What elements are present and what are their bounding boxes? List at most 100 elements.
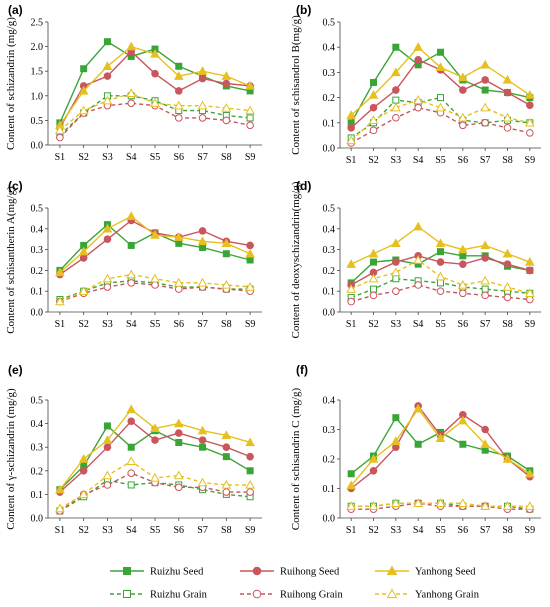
data-point (103, 38, 111, 46)
data-point (174, 429, 183, 437)
x-tick-label: S7 (197, 152, 208, 163)
data-point (414, 56, 422, 64)
data-point (481, 76, 489, 84)
data-point (502, 282, 513, 291)
x-tick-label: S6 (173, 152, 184, 163)
data-point (503, 88, 512, 97)
data-point (346, 480, 357, 490)
y-tick-label: 0.1 (323, 287, 336, 298)
y-axis-title: Content of schisantherin A(mg/g) (5, 186, 17, 334)
data-point (127, 469, 136, 477)
y-axis-title: Content of schisandrin C (mg/g) (290, 387, 302, 530)
panel-label: (c) (8, 179, 23, 193)
data-point (347, 297, 355, 306)
y-tick-label: 0.2 (31, 266, 44, 277)
data-point (414, 281, 422, 289)
legend-marker (386, 565, 398, 576)
y-tick-label: 0.0 (323, 144, 336, 155)
data-point (246, 241, 254, 250)
data-point (390, 436, 401, 445)
data-point (413, 254, 424, 264)
data-point (102, 470, 113, 480)
data-point (526, 129, 534, 137)
x-tick-label: S7 (480, 155, 491, 166)
data-point (126, 211, 137, 221)
data-point (246, 256, 254, 264)
data-point (173, 232, 184, 241)
data-point (370, 258, 377, 266)
legend-label: Ruizhu Seed (150, 567, 204, 578)
legend-item: Ruihong Grain (240, 590, 343, 601)
data-point (481, 254, 489, 262)
data-point (459, 260, 467, 268)
series-yanhong-grain (346, 95, 535, 145)
data-point (457, 72, 468, 82)
data-point (392, 258, 400, 266)
x-tick-label: S1 (346, 319, 357, 330)
data-point (435, 498, 446, 507)
data-point (392, 86, 400, 94)
data-point (173, 71, 184, 80)
panel-label: (a) (8, 3, 23, 17)
y-axis-title: Content of deoxyschizandrin(mg/g) (290, 181, 302, 338)
data-point (369, 126, 378, 135)
x-tick-label: S7 (480, 319, 491, 330)
data-point (457, 244, 468, 254)
x-tick-label: S3 (391, 155, 402, 166)
data-point (370, 285, 377, 293)
data-point (150, 273, 160, 283)
data-point (245, 248, 255, 258)
x-tick-label: S5 (435, 155, 446, 166)
y-tick-label: 0.3 (323, 245, 336, 256)
data-point (197, 477, 208, 487)
data-point (151, 281, 159, 289)
legend-item: Ruizhu Seed (110, 567, 204, 578)
data-point (245, 282, 255, 291)
data-point (151, 69, 159, 78)
series-yanhong-seed (55, 404, 255, 494)
data-point (524, 257, 535, 266)
data-point (246, 488, 254, 496)
data-point (126, 41, 137, 51)
data-point (502, 453, 513, 463)
series-yanhong-seed (55, 211, 255, 277)
data-point (346, 259, 357, 268)
x-tick-label: S8 (221, 152, 232, 163)
data-point (524, 117, 535, 127)
data-point (78, 286, 89, 295)
series-line (59, 95, 251, 136)
x-tick-label: S1 (55, 152, 66, 163)
data-point (480, 439, 491, 448)
y-tick-label: 0.3 (31, 245, 44, 256)
data-point (222, 453, 230, 461)
x-tick-label: S7 (480, 525, 491, 536)
data-point (175, 438, 183, 446)
series-line (351, 502, 530, 510)
data-point (103, 283, 112, 291)
data-point (103, 72, 112, 80)
data-point (526, 101, 534, 109)
y-tick-label: 0.2 (323, 266, 336, 277)
x-tick-label: S5 (150, 319, 161, 330)
legend-label: Ruihong Grain (280, 590, 343, 601)
y-tick-label: 0.2 (31, 466, 44, 477)
data-point (368, 115, 379, 124)
legend-marker (386, 588, 398, 599)
data-point (102, 95, 113, 105)
y-tick-label: 0.5 (31, 396, 44, 407)
x-tick-label: S5 (435, 525, 446, 536)
data-point (197, 66, 208, 75)
legend-label: Yanhong Seed (415, 567, 476, 578)
legend-label: Ruihong Seed (280, 567, 340, 578)
series-ruihong-seed (347, 402, 534, 493)
x-tick-label: S4 (126, 319, 137, 330)
x-tick-label: S1 (346, 525, 357, 536)
x-tick-label: S4 (413, 319, 424, 330)
data-point (127, 417, 136, 426)
x-tick-label: S9 (525, 525, 536, 536)
panel-label: (b) (296, 3, 311, 17)
data-point (436, 258, 445, 266)
data-point (369, 103, 378, 112)
data-point (414, 103, 422, 112)
data-point (78, 85, 89, 95)
